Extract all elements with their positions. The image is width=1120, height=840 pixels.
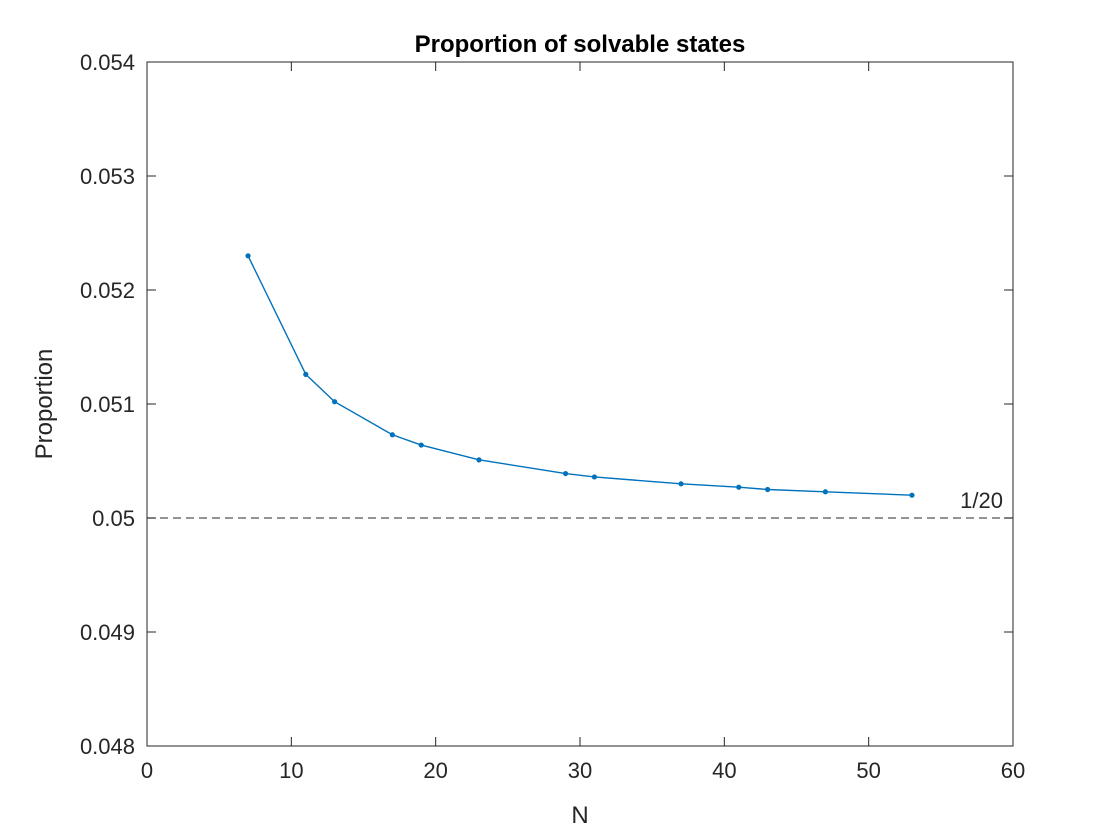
data-point bbox=[332, 399, 338, 405]
x-tick-label: 10 bbox=[279, 758, 303, 783]
data-point bbox=[476, 457, 482, 463]
y-tick-label: 0.05 bbox=[92, 506, 135, 531]
data-point bbox=[303, 371, 309, 377]
y-tick-label: 0.051 bbox=[80, 392, 135, 417]
x-tick-label: 40 bbox=[712, 758, 736, 783]
x-tick-label: 60 bbox=[1001, 758, 1025, 783]
data-point bbox=[765, 486, 771, 493]
data-point bbox=[591, 474, 598, 480]
reference-line-label: 1/20 bbox=[960, 488, 1003, 513]
y-tick-label: 0.053 bbox=[80, 164, 135, 189]
data-point bbox=[909, 492, 915, 498]
x-tick-label: 0 bbox=[141, 758, 153, 783]
y-tick-label: 0.054 bbox=[80, 50, 135, 75]
plot-area bbox=[147, 62, 1013, 746]
data-point bbox=[245, 253, 251, 259]
y-tick-label: 0.052 bbox=[80, 278, 135, 303]
data-point bbox=[678, 481, 684, 487]
x-tick-label: 20 bbox=[423, 758, 447, 783]
data-point bbox=[562, 470, 569, 477]
data-point bbox=[418, 442, 424, 448]
chart-title: Proportion of solvable states bbox=[415, 31, 746, 58]
ticks-group: 0 10 20 30 40 50 60 0.048 0.049 0.05 0.051 0.052 0.0… bbox=[80, 50, 1025, 783]
x-tick-label: 50 bbox=[856, 758, 880, 783]
x-tick-label: 30 bbox=[568, 758, 592, 783]
x-axis-label: N bbox=[571, 802, 588, 829]
series-group bbox=[245, 253, 915, 498]
y-tick-label: 0.049 bbox=[80, 620, 135, 645]
y-tick-label: 0.048 bbox=[80, 734, 135, 759]
data-point bbox=[736, 484, 742, 490]
y-axis-label: Proportion bbox=[31, 349, 58, 460]
data-point bbox=[822, 489, 828, 495]
data-point bbox=[389, 432, 395, 438]
